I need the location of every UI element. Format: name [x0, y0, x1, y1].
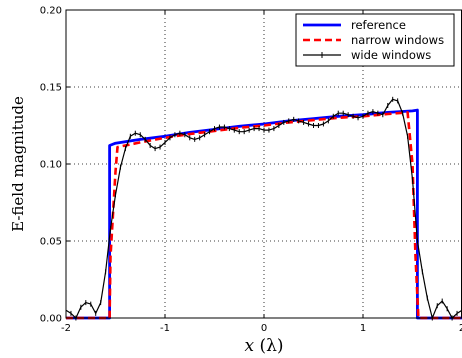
x-tick-label: 2: [459, 323, 462, 334]
x-tick-label: -2: [61, 323, 71, 334]
series-line-narrow-windows: [66, 111, 462, 320]
y-axis-label: E-field magnitude: [9, 96, 27, 232]
x-axis-label-unit: (λ): [259, 336, 283, 356]
grid: [66, 10, 462, 318]
y-tick-label: 0.15: [40, 83, 62, 94]
legend-label: narrow windows: [351, 33, 444, 47]
x-axis-label-var: x: [244, 336, 254, 356]
series-group: [65, 96, 462, 321]
x-axis-label: x (λ): [244, 336, 283, 356]
ticks: -2 -1 0 1 2 0.00 0.05 0.10 0.15 0.20: [40, 6, 462, 334]
legend-label: wide windows: [351, 48, 431, 62]
series-line-reference: [66, 108, 462, 320]
x-tick-label: 0: [261, 323, 267, 334]
x-tick-label: 1: [360, 323, 366, 334]
legend-label: reference: [351, 18, 406, 32]
y-tick-label: 0.10: [40, 160, 62, 171]
x-tick-label: -1: [160, 323, 170, 334]
y-tick-label: 0.05: [40, 237, 62, 248]
y-tick-label: 0.20: [40, 6, 62, 17]
y-tick-label: 0.00: [40, 314, 62, 325]
